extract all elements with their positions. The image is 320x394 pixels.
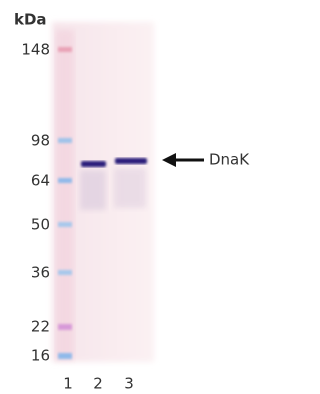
unit-label: kDa — [14, 11, 47, 29]
lane-label: 2 — [93, 375, 103, 393]
lane-smear — [114, 168, 146, 208]
marker-label: 36 — [31, 264, 50, 282]
lane-label: 3 — [124, 375, 134, 393]
marker-label: 98 — [31, 132, 50, 150]
lane-smear — [80, 170, 106, 210]
marker-label: 64 — [31, 172, 50, 190]
arrow-head — [162, 153, 176, 167]
marker-label: 148 — [21, 41, 50, 59]
marker-label: 50 — [31, 216, 50, 234]
lane-label: 1 — [63, 375, 73, 393]
marker-label: 16 — [31, 347, 50, 365]
ladder-lane — [56, 30, 74, 360]
band-label: DnaK — [209, 151, 250, 169]
band — [81, 161, 106, 167]
marker-label: 22 — [31, 318, 50, 336]
blot-figure: kDa 148 98 64 50 36 22 16 1 2 3 DnaK — [0, 0, 264, 394]
band — [115, 158, 147, 164]
